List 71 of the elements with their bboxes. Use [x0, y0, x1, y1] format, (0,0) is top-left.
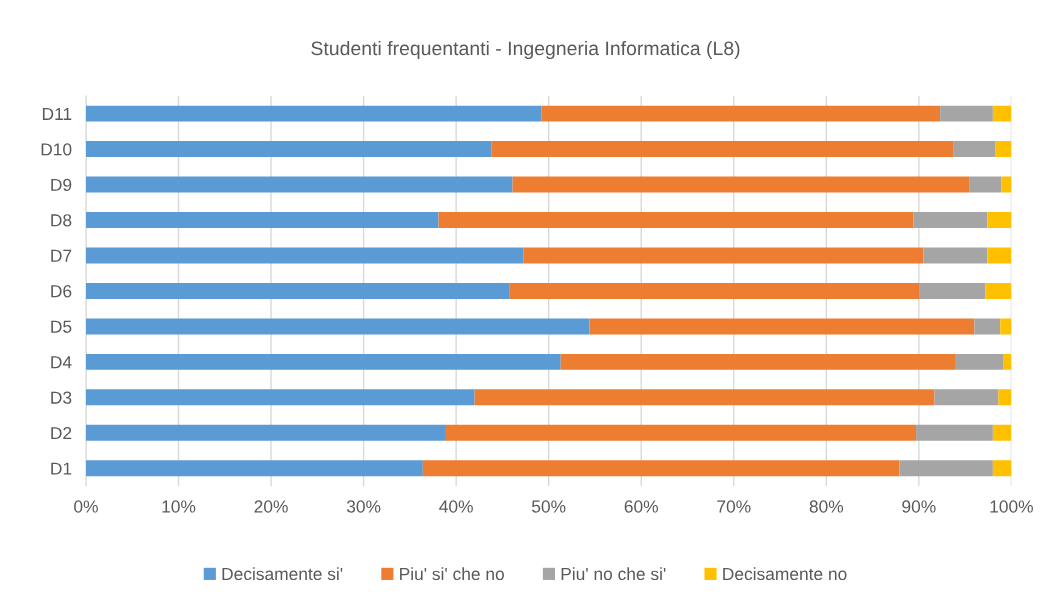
legend-label: Piu' si' che no [400, 567, 504, 581]
bar [953, 141, 996, 158]
x-tick-label: 0% [74, 500, 98, 513]
y-tick-label: D7 [51, 249, 72, 262]
bar [916, 424, 993, 441]
legend-label: Decisamente no [723, 567, 847, 581]
bar [1001, 176, 1012, 193]
chart-title: Studenti frequentanti - Ingegneria Informatica (L8) [311, 40, 740, 60]
bar [987, 212, 1012, 228]
bar [85, 105, 542, 122]
legend-label: Piu' no che si' [561, 567, 666, 581]
x-tick-label: 20% [254, 500, 288, 513]
bar [438, 212, 914, 228]
y-tick-label: D11 [42, 107, 72, 120]
bar [541, 105, 941, 122]
bar [1000, 318, 1012, 335]
bar [934, 389, 999, 406]
bar [998, 389, 1012, 406]
x-tick-label: 10% [162, 500, 196, 513]
y-tick-label: D6 [51, 285, 72, 298]
x-tick-label: 50% [532, 500, 566, 513]
bar [987, 247, 1012, 264]
bar [1003, 353, 1012, 370]
bar [422, 460, 900, 477]
x-tick-label: 100% [990, 500, 1033, 513]
bar [923, 247, 988, 264]
bar [560, 353, 956, 370]
x-tick-label: 40% [439, 500, 473, 513]
bar [491, 141, 954, 158]
bar [955, 353, 1004, 370]
bar [85, 141, 492, 158]
y-tick-label: D3 [51, 391, 72, 404]
bar [85, 460, 423, 477]
bar [919, 282, 986, 299]
bar [992, 460, 1012, 477]
bar [85, 247, 524, 264]
bar [474, 389, 935, 406]
bar [509, 282, 920, 299]
bar [85, 282, 510, 299]
bar [512, 176, 970, 193]
x-tick-label: 70% [717, 500, 751, 513]
legend-label: Decisamente si' [222, 567, 343, 581]
bar [974, 318, 1001, 335]
y-tick-label: D1 [51, 462, 72, 475]
y-tick-label: D2 [51, 426, 72, 440]
bar [85, 389, 475, 406]
bar [969, 176, 1002, 193]
x-tick-label: 90% [902, 500, 936, 513]
bar [445, 424, 917, 441]
y-tick-label: D5 [51, 320, 72, 333]
bar [589, 318, 975, 335]
bar [85, 212, 439, 228]
y-tick-label: D10 [41, 143, 72, 156]
bar [992, 105, 1012, 122]
y-tick-label: D9 [51, 178, 72, 192]
y-tick-label: D8 [51, 214, 72, 227]
bar [995, 141, 1012, 158]
x-tick-label: 80% [809, 500, 844, 513]
bar [940, 105, 993, 122]
bar [913, 212, 988, 228]
bar [985, 282, 1012, 299]
bar [899, 460, 993, 477]
bar [85, 176, 513, 193]
bar [85, 424, 446, 441]
bar [85, 353, 561, 370]
bar [85, 318, 590, 335]
bar [523, 247, 924, 264]
x-tick-label: 30% [346, 500, 381, 513]
y-tick-label: D4 [51, 356, 72, 369]
bar [992, 424, 1012, 441]
x-tick-label: 60% [624, 500, 658, 513]
